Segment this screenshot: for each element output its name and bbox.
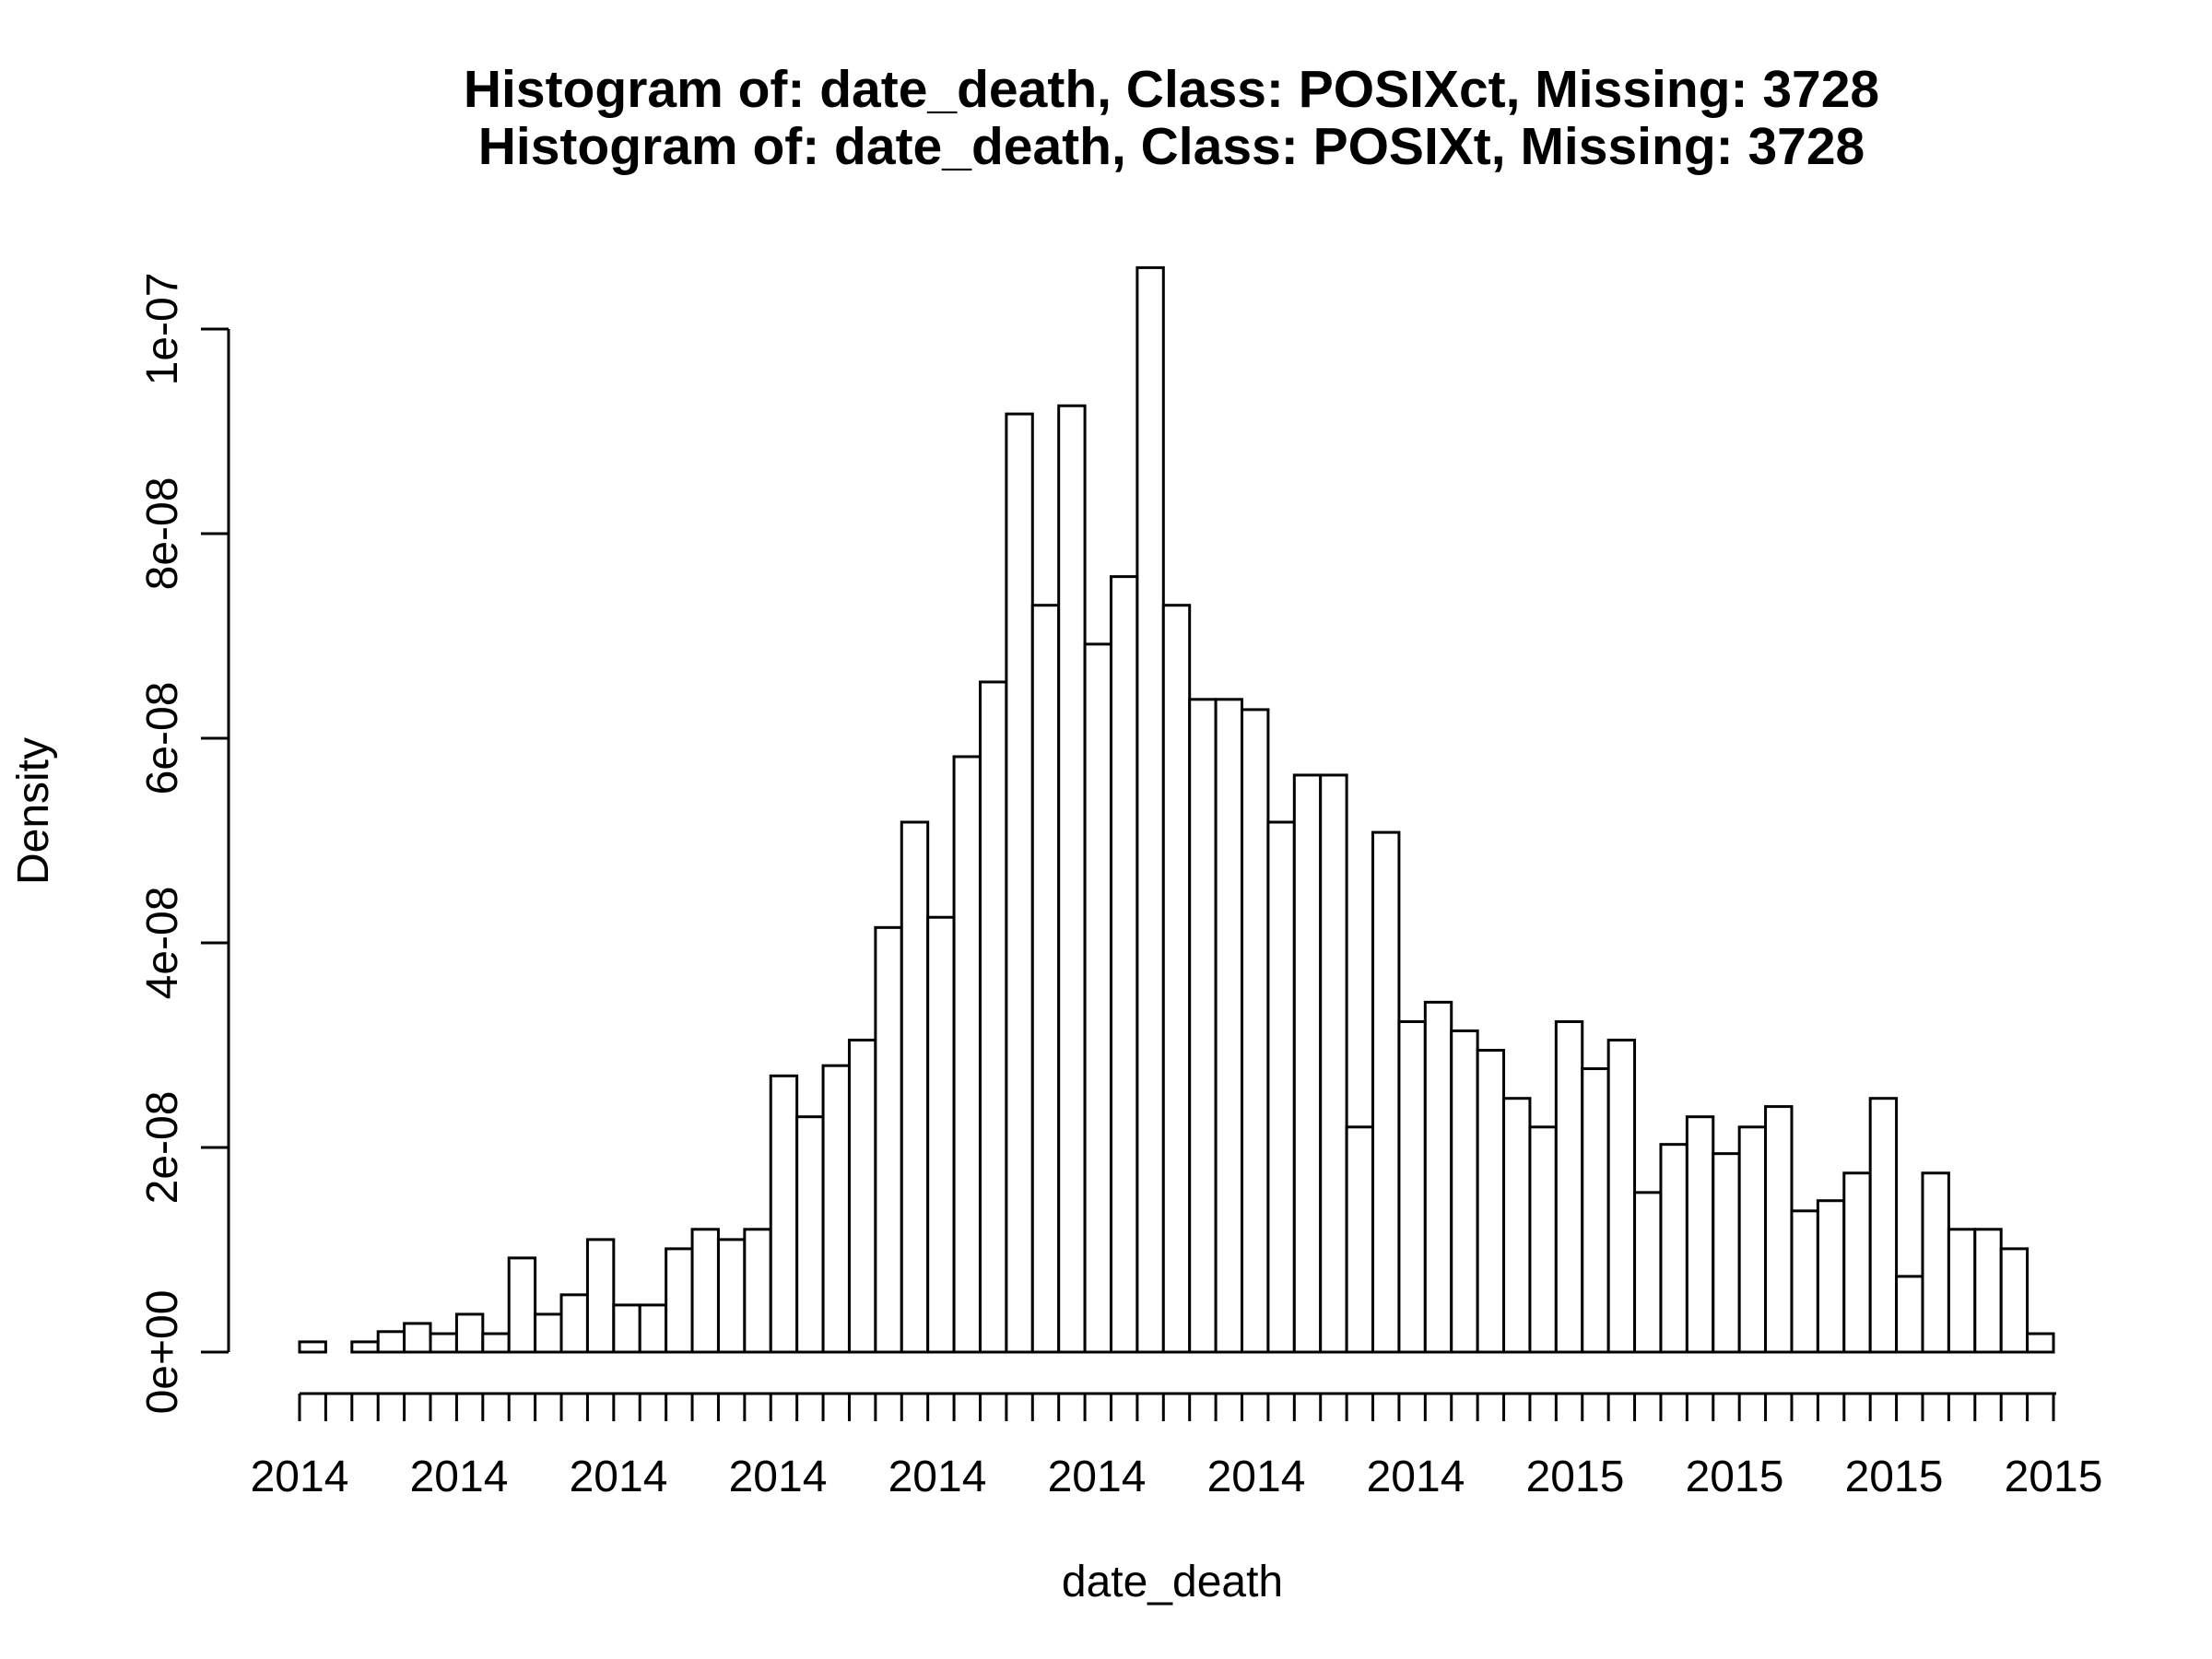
histogram-bar xyxy=(350,1340,380,1354)
histogram-bar xyxy=(1241,708,1270,1354)
histogram-bar xyxy=(1476,1049,1506,1354)
histogram-bar xyxy=(1319,773,1348,1354)
histogram-bar xyxy=(874,925,903,1354)
histogram-bar xyxy=(795,1115,825,1354)
histogram-bar xyxy=(1581,1067,1610,1354)
x-tick-label: 2015 xyxy=(2005,1453,2103,1501)
x-tick-label: 2014 xyxy=(1367,1453,1465,1501)
histogram-bar xyxy=(1606,1038,1637,1354)
histogram-bar xyxy=(769,1074,799,1354)
histogram-bar xyxy=(298,1340,327,1354)
histogram-bar xyxy=(1188,698,1218,1354)
histogram-bar xyxy=(1450,1029,1479,1354)
histogram-bar xyxy=(559,1293,589,1354)
x-axis-label: date_death xyxy=(1062,1558,1283,1606)
histogram-bar xyxy=(454,1312,485,1354)
y-tick-label: 4e-08 xyxy=(138,887,187,1000)
histogram-bar xyxy=(1371,830,1401,1354)
histogram-bar xyxy=(1397,1019,1427,1354)
histogram-bar xyxy=(1109,575,1139,1354)
histogram-bar xyxy=(1895,1275,1924,1354)
histogram-bar xyxy=(481,1332,511,1354)
histogram-bar xyxy=(1083,642,1112,1354)
histogram-bar xyxy=(2026,1332,2055,1354)
histogram-bar xyxy=(1005,412,1034,1354)
histogram-bar xyxy=(403,1322,432,1354)
histogram-bar xyxy=(585,1238,616,1354)
x-axis: 2014 2014 2014 2014 2014 2014 2014 2014 2015 2015… xyxy=(251,1392,2103,1501)
histogram-bar xyxy=(1135,265,1165,1354)
x-tick-label: 2014 xyxy=(1048,1453,1147,1501)
y-tick-label: 2e-08 xyxy=(138,1091,187,1205)
histogram-bars xyxy=(298,265,2055,1354)
histogram-bar xyxy=(534,1312,563,1354)
histogram-bar xyxy=(952,755,982,1354)
histogram-bar xyxy=(847,1038,877,1354)
y-tick-label: 8e-08 xyxy=(138,477,187,591)
histogram-bar xyxy=(429,1332,458,1354)
histogram-bar xyxy=(1685,1115,1715,1354)
chart-title-line-1: Histogram of: date_death, Class: POSIXct… xyxy=(464,60,1879,119)
x-tick-label: 2014 xyxy=(1207,1453,1306,1501)
histogram-bar xyxy=(743,1228,772,1354)
histogram-bar xyxy=(1057,404,1087,1354)
histogram-bar xyxy=(1345,1125,1375,1354)
histogram-bar xyxy=(1790,1209,1819,1354)
histogram-bar xyxy=(1554,1019,1584,1354)
histogram-bar xyxy=(1868,1097,1899,1354)
histogram-bar xyxy=(1161,604,1192,1354)
histogram-bar xyxy=(1502,1097,1532,1354)
histogram-bar xyxy=(1659,1143,1688,1354)
histogram-bar xyxy=(690,1228,720,1354)
histogram-bar xyxy=(900,820,930,1354)
y-tick-label: 1e-07 xyxy=(138,273,187,386)
x-tick-label: 2015 xyxy=(1845,1453,1944,1501)
histogram-bar xyxy=(1423,1000,1453,1354)
histogram-bar xyxy=(1633,1191,1663,1354)
histogram-bar xyxy=(1973,1228,2003,1354)
histogram-bar xyxy=(926,915,956,1354)
histogram-bar xyxy=(665,1247,694,1354)
x-tick-label: 2014 xyxy=(570,1453,668,1501)
histogram-bar xyxy=(978,680,1008,1354)
histogram-bar xyxy=(1947,1228,1977,1354)
x-tick-label: 2014 xyxy=(251,1453,349,1501)
histogram-bar xyxy=(1737,1125,1768,1354)
y-axis-label: Density xyxy=(9,737,58,885)
x-tick-label: 2014 xyxy=(888,1453,987,1501)
histogram-bar xyxy=(376,1330,406,1354)
x-tick-label: 2015 xyxy=(1526,1453,1625,1501)
y-axis: 0e+00 2e-08 4e-08 6e-08 8e-08 1e-07 xyxy=(138,273,230,1415)
x-tick-label: 2014 xyxy=(729,1453,828,1501)
histogram-bar xyxy=(1292,773,1323,1354)
histogram-bar xyxy=(1999,1247,2030,1354)
histogram-bar xyxy=(716,1238,747,1354)
histogram-bar xyxy=(1214,698,1243,1354)
x-tick-label: 2014 xyxy=(410,1453,509,1501)
histogram-bar xyxy=(1266,820,1296,1354)
y-tick-label: 6e-08 xyxy=(138,682,187,795)
x-tick-label: 2015 xyxy=(1686,1453,1784,1501)
histogram-bar xyxy=(507,1256,537,1354)
histogram-bar xyxy=(1816,1199,1846,1354)
histogram-bar xyxy=(612,1303,641,1354)
histogram-bar xyxy=(1528,1125,1558,1354)
histogram-bar xyxy=(821,1064,851,1354)
chart-title-line-2: Histogram of: date_death, Class: POSIXt,… xyxy=(478,117,1865,176)
histogram-bar xyxy=(1030,604,1061,1354)
histogram-bar xyxy=(1764,1105,1794,1354)
y-tick-label: 0e+00 xyxy=(138,1290,187,1415)
histogram-bar xyxy=(1921,1171,1950,1354)
histogram-bar xyxy=(638,1303,668,1354)
histogram-bar xyxy=(1842,1171,1872,1354)
histogram-bar xyxy=(1712,1152,1741,1354)
